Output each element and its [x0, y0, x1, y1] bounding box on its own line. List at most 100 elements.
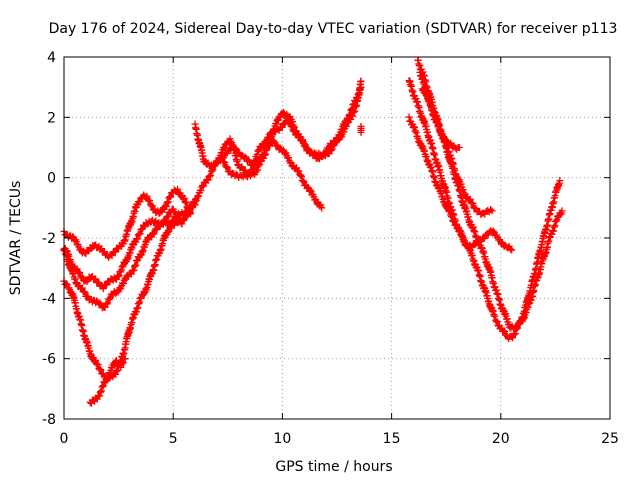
data-point	[466, 195, 474, 203]
data-point	[298, 137, 306, 145]
data-point	[76, 269, 84, 277]
data-point	[153, 225, 161, 233]
data-point	[301, 142, 309, 150]
data-point	[426, 101, 434, 109]
data-point	[512, 325, 520, 333]
data-point	[222, 163, 230, 171]
data-point	[223, 164, 231, 172]
data-point	[306, 186, 314, 194]
data-point	[218, 154, 226, 162]
data-point	[119, 280, 127, 288]
data-point	[191, 195, 199, 203]
series-track-5	[86, 355, 129, 407]
data-point	[514, 324, 522, 332]
y-tick-labels: -8 -6 -4 -2 0 2 4	[42, 50, 56, 428]
x-tick-label: 0	[60, 431, 69, 447]
series-track-8	[217, 137, 326, 212]
data-point	[506, 245, 514, 253]
series-track-9	[357, 122, 365, 136]
data-point	[346, 110, 354, 118]
x-tick-label: 20	[492, 431, 510, 447]
data-point	[272, 120, 280, 128]
data-point	[344, 115, 352, 123]
data-point	[297, 172, 305, 180]
data-point	[112, 370, 120, 378]
data-point	[197, 187, 205, 195]
data-point	[488, 207, 496, 215]
data-point	[115, 271, 123, 279]
data-point	[299, 138, 307, 146]
data-point	[426, 97, 434, 105]
x-tick-label: 15	[383, 431, 401, 447]
data-point	[558, 207, 566, 215]
data-point	[81, 288, 89, 296]
series-track-1	[60, 185, 195, 261]
chart-title: Day 176 of 2024, Sidereal Day-to-day VTE…	[49, 21, 618, 37]
data-point	[449, 217, 457, 225]
data-point	[489, 227, 497, 235]
x-tick-label: 5	[169, 431, 178, 447]
data-point	[502, 331, 510, 339]
data-point	[501, 327, 509, 335]
data-point	[136, 198, 144, 206]
data-point	[164, 213, 172, 221]
y-tick-label: -2	[42, 231, 56, 247]
data-point	[357, 83, 365, 91]
data-point	[91, 356, 99, 364]
series-track-14	[418, 85, 496, 218]
series-track-11	[414, 56, 566, 332]
y-tick-label: -4	[42, 291, 56, 307]
data-point	[448, 213, 456, 221]
data-point	[221, 158, 229, 166]
data-point	[324, 144, 332, 152]
data-point	[148, 202, 156, 210]
data-point	[143, 192, 151, 200]
axis-ticks	[63, 56, 611, 420]
data-point	[94, 361, 102, 369]
data-point	[135, 230, 143, 238]
data-point	[290, 123, 298, 131]
data-point	[556, 210, 564, 218]
data-point	[114, 272, 122, 280]
data-point	[270, 125, 278, 133]
data-point	[491, 312, 499, 320]
data-point	[99, 285, 107, 293]
data-point	[347, 106, 355, 114]
data-point	[276, 113, 284, 121]
data-point	[204, 176, 212, 184]
data-points	[60, 56, 566, 407]
data-point	[318, 204, 326, 212]
data-point	[459, 234, 467, 242]
data-point	[174, 185, 182, 193]
data-point	[487, 206, 495, 214]
data-point	[182, 211, 190, 219]
y-axis-title: SDTVAR / TECUs	[8, 181, 24, 296]
data-point	[103, 300, 111, 308]
data-point	[297, 172, 305, 180]
x-axis-title: GPS time / hours	[275, 459, 392, 475]
data-point	[288, 117, 296, 125]
data-point	[285, 154, 293, 162]
data-point	[105, 295, 113, 303]
x-tick-labels: 0 5 10 15 20 25	[60, 431, 619, 447]
data-point	[241, 166, 249, 174]
x-tick-label: 10	[273, 431, 291, 447]
data-point	[447, 211, 455, 219]
data-point	[278, 123, 286, 131]
y-tick-label: -6	[42, 352, 56, 368]
series-track-12	[405, 113, 564, 343]
data-point	[444, 206, 452, 214]
data-point	[345, 112, 353, 120]
data-point	[424, 92, 432, 100]
data-point	[104, 299, 112, 307]
data-point	[332, 134, 340, 142]
data-point	[455, 224, 463, 232]
data-point	[510, 331, 518, 339]
y-tick-label: -8	[42, 412, 56, 428]
data-point	[78, 284, 86, 292]
data-point	[457, 180, 465, 188]
data-point	[79, 273, 87, 281]
data-point	[195, 192, 203, 200]
data-point	[357, 77, 365, 85]
x-tick-label: 25	[601, 431, 619, 447]
